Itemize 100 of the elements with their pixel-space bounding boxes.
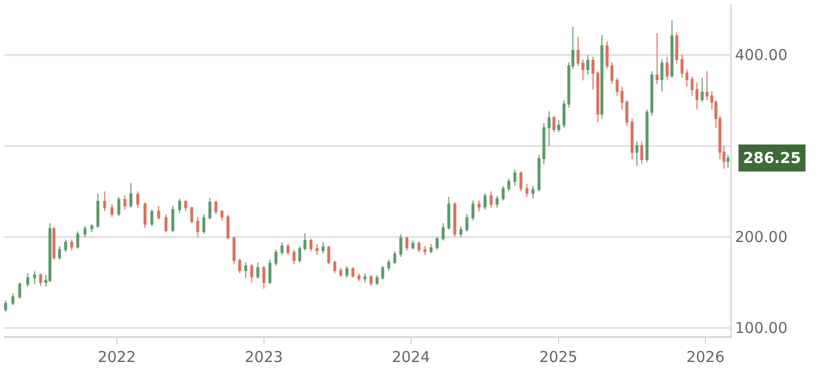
candlestick (610, 62, 614, 85)
candlestick (150, 209, 154, 226)
y-tick-label: 200.00 (735, 228, 788, 246)
candlestick (256, 262, 260, 280)
candlestick (695, 82, 698, 110)
candlestick (244, 262, 248, 278)
candlestick (4, 300, 8, 312)
y-tick-label: 100.00 (735, 319, 788, 338)
candlestick (675, 32, 678, 65)
candlestick (18, 282, 22, 300)
candlestick (620, 86, 624, 110)
candlestick (576, 36, 580, 66)
candlestick (387, 259, 390, 272)
candlestick (110, 204, 114, 218)
candlestick (507, 178, 510, 192)
candlestick (83, 225, 86, 238)
candlestick (171, 205, 174, 233)
candlestick (581, 58, 584, 81)
candlestick (586, 54, 590, 76)
candlestick (706, 70, 709, 101)
candlestick (690, 76, 694, 96)
candlestick (670, 20, 674, 78)
candlestick (600, 34, 604, 120)
candlestick (640, 140, 644, 165)
candlestick (298, 245, 302, 263)
candlestick (184, 200, 188, 212)
candlestick (292, 249, 296, 265)
candlestick (26, 272, 30, 288)
candlestick (129, 182, 132, 208)
candlestick (490, 190, 493, 208)
candlestick (144, 202, 146, 228)
candlestick (538, 154, 541, 192)
candlestick (96, 192, 100, 228)
candlestick (310, 238, 312, 252)
candlestick (656, 32, 659, 85)
candlestick (596, 70, 600, 123)
candlestick (220, 209, 224, 221)
candlestick (262, 265, 266, 290)
candlestick (48, 222, 52, 283)
candlestick (280, 242, 284, 256)
candlestick (430, 244, 433, 254)
y-tick-label: 400.00 (735, 46, 788, 64)
candlestick (700, 77, 704, 103)
candlestick (436, 236, 439, 250)
x-tick-label: 2022 (98, 348, 136, 366)
candlestick (376, 274, 379, 286)
candlestick (411, 240, 414, 250)
candlestick (70, 239, 74, 251)
candlestick (250, 264, 254, 283)
candlestick (286, 244, 290, 256)
candlestick (268, 259, 272, 285)
candlestick (453, 202, 456, 238)
candlestick (399, 234, 402, 258)
candlestick (680, 54, 684, 78)
candlestick (274, 249, 278, 266)
candlestick (123, 194, 126, 210)
candlestick (357, 272, 360, 282)
candlestick (471, 200, 474, 221)
candlestick (484, 192, 487, 210)
candlestick (58, 245, 62, 260)
x-tick-label: 2025 (539, 348, 578, 366)
candlestick (660, 58, 664, 92)
candlestick (513, 169, 516, 186)
candlestick (117, 196, 120, 216)
candlestick (232, 236, 236, 265)
candlestick (447, 196, 450, 230)
x-tick-label: 2023 (244, 348, 283, 366)
candlestick (327, 245, 330, 265)
candlestick (381, 265, 384, 280)
candlestick (606, 40, 609, 70)
candlestick (666, 56, 669, 81)
candlestick (157, 205, 160, 220)
candlestick (303, 232, 306, 251)
candlestick (76, 230, 80, 250)
candlestick (214, 200, 218, 215)
candlestick (405, 236, 408, 251)
candlestick (208, 197, 212, 220)
candlestick (339, 267, 342, 278)
candlestick (370, 274, 373, 286)
candlestick (592, 56, 595, 90)
candlestick (364, 272, 366, 283)
candlestick (393, 250, 396, 265)
candlestick (525, 184, 528, 198)
candlestick (226, 214, 230, 240)
x-tick-label: 2024 (392, 348, 430, 366)
candlestick (635, 140, 638, 166)
candlestick (552, 115, 556, 133)
candlestick (90, 224, 94, 233)
candlestick (726, 154, 730, 168)
candlestick (164, 214, 168, 233)
candlestick (345, 265, 348, 278)
annotation: 286.25 (743, 149, 801, 167)
candlestick (333, 260, 336, 274)
candlestick (11, 292, 14, 306)
candlestick (39, 272, 42, 286)
candlestick (532, 185, 534, 200)
candlestick (496, 195, 499, 208)
candlestick (417, 240, 420, 253)
candlestick (562, 100, 566, 128)
candlestick (542, 122, 546, 165)
